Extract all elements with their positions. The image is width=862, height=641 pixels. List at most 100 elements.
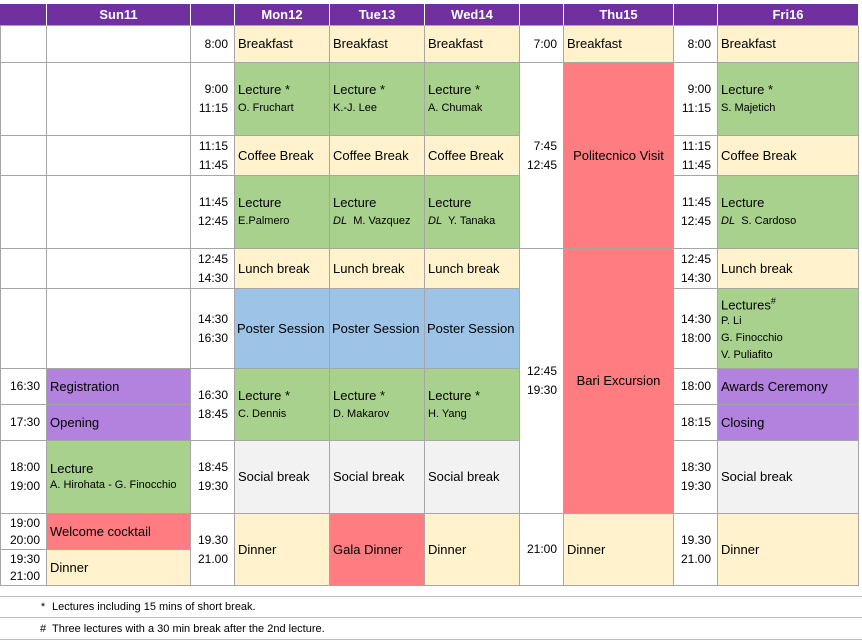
tue-coffee: Coffee Break	[330, 136, 425, 176]
wed-lunch: Lunch break	[425, 249, 520, 289]
wed-lecture2-dl: DL	[428, 215, 443, 227]
fri-awards-time: 18:00	[674, 369, 718, 405]
wed-breakfast: Breakfast	[425, 26, 520, 63]
mon-poster: Poster Session	[235, 289, 330, 369]
sun-erow-5	[47, 249, 191, 289]
tue-lunch: Lunch break	[330, 249, 425, 289]
tue-lecture2-speaker: M. Vazquez	[353, 215, 411, 227]
mon-lecture2-speaker: E.Palmero	[238, 215, 290, 227]
mon-lecture2: Lecture E.Palmero	[235, 176, 330, 249]
tue-lecture1: Lecture * K.-J. Lee	[330, 63, 425, 136]
footnote-hash: # Three lectures with a 30 min break afte…	[0, 618, 862, 640]
mtw-lunch-time: 12:45 14:30	[191, 249, 235, 289]
wed-dinner: Dinner	[425, 514, 520, 586]
header-day-thu: Thu15	[564, 4, 674, 26]
tue-lecture3-speaker: D. Makarov	[333, 407, 390, 420]
thu-politecnico-visit: Politecnico Visit	[564, 63, 674, 249]
fri-breakfast: Breakfast	[718, 26, 859, 63]
fri-closing-time: 18:15	[674, 405, 718, 441]
wed-lecture1-speaker: A. Chumak	[428, 102, 483, 114]
mtw-dinner-time: 19.30 21.00	[191, 514, 235, 586]
fri-lecture2: Lecture DL S. Cardoso	[718, 176, 859, 249]
fri-lecture1-speaker: S. Majetich	[721, 102, 776, 114]
header-blank-1	[0, 4, 47, 26]
sun-erow-6	[47, 289, 191, 369]
sun-row-4	[0, 176, 47, 249]
wed-lecture3-speaker: H. Yang	[428, 407, 467, 420]
header-blank-4	[674, 4, 718, 26]
tue-social: Social break	[330, 441, 425, 514]
fri-social: Social break	[718, 441, 859, 514]
thu-visit-time: 7:45 12:45	[520, 63, 564, 249]
fri-lecture2-dl: DL	[721, 215, 736, 227]
fri-coffee: Coffee Break	[718, 136, 859, 176]
fri-lectures-mark: #	[770, 295, 776, 306]
fri-breakfast-time: 8:00	[674, 26, 718, 63]
sun-lecture-speakers: A. Hirohata - G. Finocchio	[50, 479, 177, 491]
mtw-lecture2-time: 11:45 12:45	[191, 176, 235, 249]
sun-row-2	[0, 63, 47, 136]
fri-lectures: Lectures# P. Li G. Finocchio V. Puliafito	[718, 289, 859, 369]
tue-poster: Poster Session	[330, 289, 425, 369]
sun-opening-time: 17:30	[0, 405, 47, 441]
wed-lecture1: Lecture * A. Chumak	[425, 63, 520, 136]
mtw-coffee-time: 11:15 11:45	[191, 136, 235, 176]
tue-lecture3: Lecture * D. Makarov	[330, 369, 425, 441]
header-day-fri: Fri16	[718, 4, 859, 26]
mon-coffee: Coffee Break	[235, 136, 330, 176]
mon-dinner: Dinner	[235, 514, 330, 586]
sun-erow-1	[47, 26, 191, 63]
thu-bari-excursion: Bari Excursion	[564, 249, 674, 514]
thu-breakfast: Breakfast	[564, 26, 674, 63]
mon-social: Social break	[235, 441, 330, 514]
mon-lecture1: Lecture * O. Fruchart	[235, 63, 330, 136]
tue-lecture1-speaker: K.-J. Lee	[333, 102, 378, 114]
header-blank-2	[191, 4, 235, 26]
tue-gala-dinner: Gala Dinner	[330, 514, 425, 586]
tue-lecture2-dl: DL	[333, 215, 348, 227]
sun-row-5	[0, 249, 47, 289]
mon-breakfast: Breakfast	[235, 26, 330, 63]
tue-breakfast: Breakfast	[330, 26, 425, 63]
sun-lecture: Lecture A. Hirohata - G. Finocchio	[47, 441, 191, 514]
mon-lecture1-speaker: O. Fruchart	[238, 102, 294, 114]
fri-dinner-time: 19.30 21.00	[674, 514, 718, 586]
mtw-social-time: 18:45 19:30	[191, 441, 235, 514]
sun-erow-4	[47, 176, 191, 249]
sun-welcome-cocktail: Welcome cocktail	[47, 514, 191, 550]
mon-lecture3: Lecture * C. Dennis	[235, 369, 330, 441]
fri-lectures-time: 14:30 18:00	[674, 289, 718, 369]
thu-breakfast-time: 7:00	[520, 26, 564, 63]
wed-social: Social break	[425, 441, 520, 514]
sun-registration: Registration	[47, 369, 191, 405]
mtw-lecture3-time: 16:30 18:45	[191, 369, 235, 441]
header-day-tue: Tue13	[330, 4, 425, 26]
sun-erow-2	[47, 63, 191, 136]
mon-lunch: Lunch break	[235, 249, 330, 289]
fri-coffee-time: 11:15 11:45	[674, 136, 718, 176]
sun-row-1	[0, 26, 47, 63]
wed-poster: Poster Session	[425, 289, 520, 369]
sun-row-6	[0, 289, 47, 369]
fri-closing: Closing	[718, 405, 859, 441]
fri-lunch-time: 12:45 14:30	[674, 249, 718, 289]
thu-dinner: Dinner	[564, 514, 674, 586]
wed-lecture2: Lecture DL Y. Tanaka	[425, 176, 520, 249]
sun-erow-3	[47, 136, 191, 176]
tue-lecture2: Lecture DL M. Vazquez	[330, 176, 425, 249]
thu-excursion-time: 12:45 19:30	[520, 249, 564, 514]
mtw-lecture1-time: 9:00 11:15	[191, 63, 235, 136]
header-day-sun: Sun11	[47, 4, 191, 26]
wed-coffee: Coffee Break	[425, 136, 520, 176]
mtw-poster-time: 14:30 16:30	[191, 289, 235, 369]
header-day-wed: Wed14	[425, 4, 520, 26]
fri-social-time: 18:30 19:30	[674, 441, 718, 514]
sun-row-3	[0, 136, 47, 176]
sun-dinner: Dinner	[47, 550, 191, 586]
fri-lecture1: Lecture * S. Majetich	[718, 63, 859, 136]
fri-lecture1-time: 9:00 11:15	[674, 63, 718, 136]
mon-lecture3-speaker: C. Dennis	[238, 407, 287, 420]
wed-lecture2-speaker: Y. Tanaka	[447, 215, 496, 227]
wed-lecture3: Lecture * H. Yang	[425, 369, 520, 441]
mtw-breakfast-time: 8:00	[191, 26, 235, 63]
